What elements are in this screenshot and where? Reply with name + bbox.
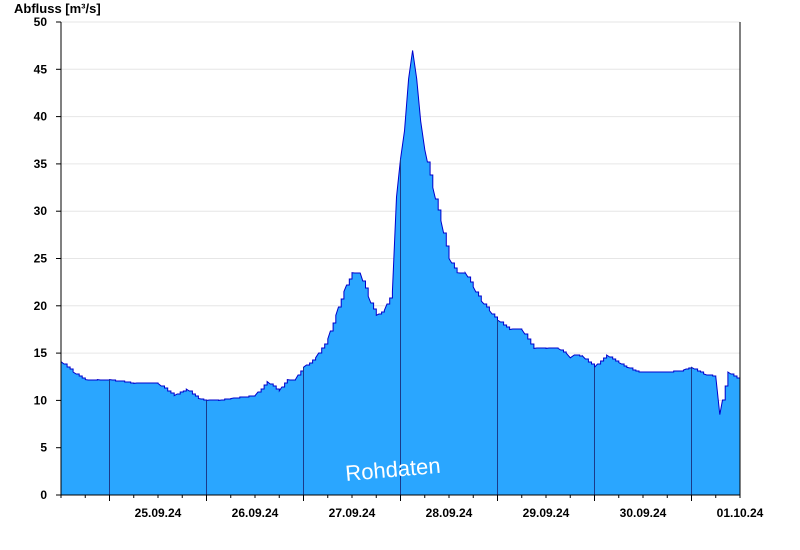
y-tick-label: 10 [34,393,48,407]
y-tick-label: 0 [40,488,47,502]
day-boundary-lines [109,159,692,495]
y-tick-label: 45 [34,62,48,76]
x-axis-ticks: 25.09.24 26.09.24 27.09.24 28.09.24 29.09.24… [60,495,764,520]
y-tick-label: 5 [40,441,47,455]
x-tick-label: 28.09.24 [426,506,473,520]
y-tick-label: 30 [34,204,48,218]
y-tick-label: 20 [34,299,48,313]
y-axis-title: Abfluss [m³/s] [14,1,101,16]
x-tick-label: 01.10.24 [717,506,764,520]
y-axis-ticks: 0 5 10 15 20 25 30 35 40 45 50 [34,15,61,502]
y-tick-label: 40 [34,110,48,124]
x-tick-label: 30.09.24 [620,506,667,520]
x-tick-label: 27.09.24 [329,506,376,520]
x-tick-label: 26.09.24 [232,506,279,520]
y-tick-label: 15 [34,346,48,360]
x-tick-label: 29.09.24 [523,506,570,520]
y-tick-label: 25 [34,252,48,266]
y-tick-label: 50 [34,15,48,29]
x-tick-label: 25.09.24 [135,506,182,520]
discharge-line [60,50,741,415]
y-tick-label: 35 [34,157,48,171]
